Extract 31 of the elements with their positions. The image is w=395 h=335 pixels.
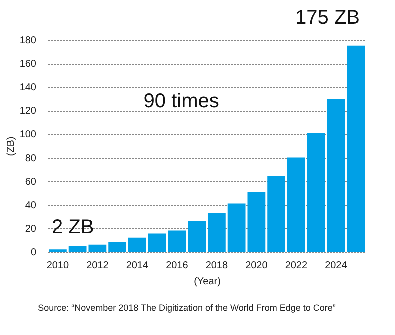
bar (268, 176, 286, 252)
y-tick-label: 100 (20, 130, 37, 141)
text: 175 ZB (296, 7, 360, 29)
annotation: 90 times (144, 90, 220, 112)
y-tick-label: 140 (20, 82, 37, 94)
x-tick-label: 2018 (206, 260, 228, 272)
y-tick-label: 0 (30, 248, 37, 258)
x-tick-label: 2016 (166, 260, 189, 272)
x-tick-label: 2012 (86, 260, 110, 272)
y-tick-label: 20 (25, 224, 37, 235)
y-tick-label: 180 (20, 36, 37, 46)
x-axis-title: (Year) (194, 276, 221, 288)
x-tick-label: 2010 (46, 260, 70, 272)
annotation: 2 ZB (52, 216, 94, 239)
bar (347, 46, 366, 252)
source-note: Source: “November 2018 The Digitization of the World From Edge to Core” (38, 303, 336, 313)
bar (208, 213, 226, 252)
y-tick-label: 120 (20, 106, 37, 118)
bar (128, 238, 146, 252)
x-tick-label: 2024 (325, 260, 348, 272)
bar (287, 158, 306, 252)
x-tick-label: 2022 (285, 260, 308, 272)
x-tick-label: 2020 (246, 260, 268, 272)
y-tick-label: 160 (20, 59, 37, 70)
bar (188, 221, 206, 252)
y-tick-label: 80 (25, 153, 37, 164)
y-tick-label: 40 (25, 200, 37, 212)
bar (108, 242, 127, 252)
y-axis-title: (ZB) (6, 136, 17, 156)
x-tick-label: 2014 (126, 260, 149, 272)
y-tick-label: 60 (25, 176, 37, 188)
